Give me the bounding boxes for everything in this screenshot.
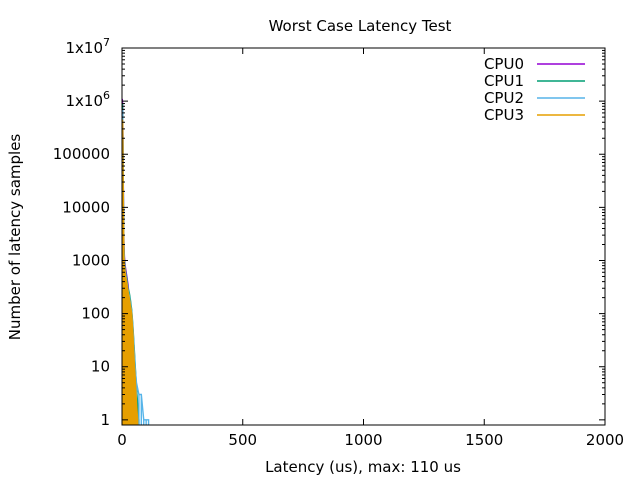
x-ticks: 0 500 1000 1500 2000	[117, 48, 624, 449]
series-line-cpu3	[121, 119, 139, 425]
plot-lines	[121, 98, 150, 425]
legend-label-cpu0: CPU0	[484, 55, 524, 73]
x-tick-label: 1000	[344, 431, 382, 449]
y-tick-label: 1x107	[65, 36, 110, 57]
y-tick-label: 100000	[53, 145, 110, 163]
legend-label-cpu1: CPU1	[484, 72, 524, 90]
y-tick-label: 10	[91, 358, 110, 376]
y-tick-label: 100	[81, 305, 110, 323]
x-tick-label: 2000	[586, 431, 624, 449]
y-axis-label: Number of latency samples	[6, 134, 24, 341]
y-tick-label: 1	[100, 411, 110, 429]
x-axis-label: Latency (us), max: 110 us	[265, 458, 461, 476]
x-tick-label: 0	[117, 431, 127, 449]
y-tick-label: 10000	[62, 198, 110, 216]
x-tick-label: 500	[228, 431, 257, 449]
plot-frame	[121, 47, 606, 426]
chart-title: Worst Case Latency Test	[269, 17, 452, 35]
y-ticks: 1 10 100 1000 10000 100000 1x106 1x107	[53, 36, 605, 429]
x-tick-label: 1500	[465, 431, 503, 449]
y-tick-label: 1000	[72, 251, 110, 269]
y-tick-label: 1x106	[65, 89, 110, 110]
legend-label-cpu3: CPU3	[484, 106, 524, 124]
legend-label-cpu2: CPU2	[484, 89, 524, 107]
